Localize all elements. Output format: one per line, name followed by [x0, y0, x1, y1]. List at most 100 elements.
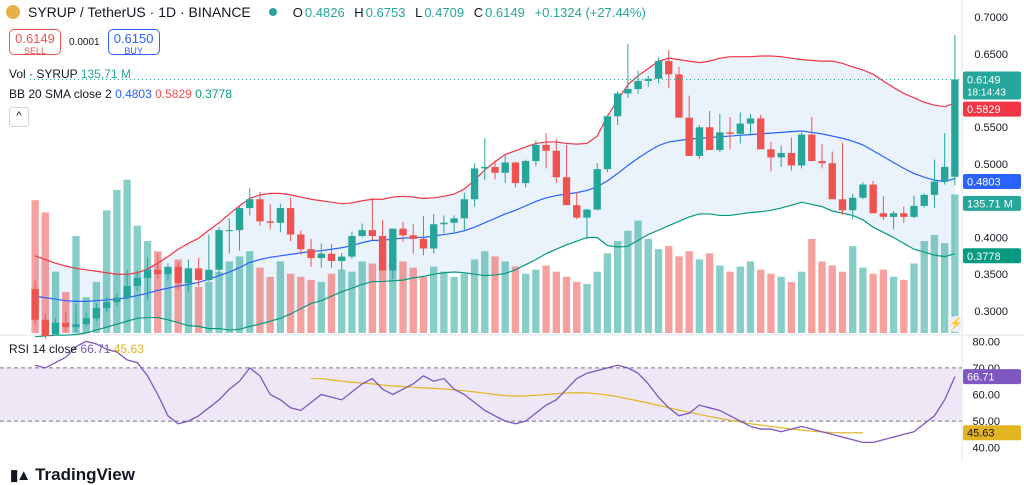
- volume-bar: [72, 235, 80, 333]
- volume-bar: [297, 276, 305, 333]
- volume-bar: [389, 256, 397, 333]
- candle-body: [849, 197, 857, 211]
- sell-price: 0.6149: [15, 31, 55, 46]
- candle-body: [910, 205, 918, 217]
- candle-body: [358, 230, 366, 237]
- candle-body: [327, 253, 336, 261]
- rsi-ma-value-tag-bg: [963, 425, 1021, 441]
- candle-body: [92, 308, 101, 319]
- volume-bar: [174, 259, 182, 333]
- candle-body: [389, 228, 397, 271]
- low-label: L: [415, 4, 423, 20]
- volume-bar: [184, 273, 193, 333]
- tradingview-logo: ▮▲ TradingView: [10, 465, 135, 485]
- volume-bar: [900, 279, 908, 333]
- candle-body: [164, 266, 172, 275]
- candle-body: [797, 134, 806, 166]
- candle-body: [215, 230, 223, 270]
- symbol-title[interactable]: SYRUP / TetherUS · 1D · BINANCE: [28, 4, 251, 20]
- candle-body: [470, 168, 479, 200]
- candle-body: [787, 152, 796, 166]
- candle-body: [154, 269, 162, 275]
- brand-name: TradingView: [35, 465, 135, 484]
- volume-bar: [338, 269, 346, 333]
- volume-bar: [695, 259, 704, 333]
- close-value: 0.6149: [485, 4, 525, 20]
- candle-body: [562, 177, 571, 206]
- bb-legend[interactable]: BB 20 SMA close 2 0.4803 0.5829 0.3778: [9, 87, 232, 101]
- bb-upper-tag-bg: [963, 101, 1021, 117]
- volume-bar: [481, 251, 489, 333]
- volume-bar: [930, 234, 939, 333]
- buy-label: BUY: [124, 46, 143, 56]
- candle-body: [777, 152, 785, 158]
- price-tick-label: 0.3500: [974, 269, 1008, 281]
- volume-bar: [716, 265, 724, 333]
- volume-bar: [225, 261, 233, 333]
- candle-body: [746, 118, 755, 124]
- candle-body: [297, 234, 305, 250]
- volume-tag: 135.71 M: [967, 198, 1013, 210]
- candle-body: [930, 181, 939, 195]
- volume-bar: [205, 281, 213, 333]
- rsi-ma-line: [311, 377, 863, 434]
- candle-body: [940, 166, 949, 182]
- volume-bar: [113, 189, 121, 333]
- candle-body: [889, 213, 898, 217]
- collapse-legend-button[interactable]: ^: [9, 107, 29, 127]
- close-label: C: [473, 4, 484, 20]
- rsi-legend-value: 66.71: [80, 342, 111, 356]
- volume-bar: [573, 281, 581, 333]
- candle-body: [644, 78, 652, 81]
- tradingview-mark-icon: ▮▲: [10, 467, 31, 484]
- candle-body: [102, 302, 111, 309]
- bb-lower-line: [35, 201, 956, 338]
- candle-body: [378, 236, 387, 271]
- candle-body: [460, 199, 469, 219]
- volume-bar: [368, 263, 377, 333]
- volume-legend-value: 135.71 M: [80, 67, 131, 81]
- candle-body: [256, 199, 264, 222]
- volume-bar: [154, 251, 162, 333]
- last-price-tag: 0.6149: [967, 75, 1001, 87]
- volume-bar: [317, 281, 325, 333]
- volume-bar: [123, 179, 131, 333]
- candle-body: [491, 166, 499, 173]
- bb-basis-value: 0.4803: [115, 87, 152, 101]
- volume-bar: [164, 271, 172, 333]
- candle-body: [225, 230, 233, 232]
- candle-body: [552, 150, 560, 178]
- volume-bar: [491, 256, 499, 333]
- rsi-tick-label: 50.00: [972, 416, 1000, 428]
- candle-body: [368, 230, 377, 237]
- candle-body: [51, 322, 60, 335]
- lightning-icon[interactable]: ⚡: [948, 316, 964, 332]
- candle-body: [348, 236, 356, 257]
- volume-bar: [726, 271, 734, 333]
- price-tick-label: 0.6500: [974, 49, 1008, 61]
- rsi-legend[interactable]: RSI 14 close 66.71 45.63: [9, 342, 144, 356]
- candle-body: [501, 162, 509, 173]
- rsi-value-tag: 66.71: [967, 372, 995, 384]
- candle-body: [736, 123, 744, 134]
- sell-button[interactable]: 0.6149 SELL: [9, 29, 61, 56]
- candle-body: [419, 238, 428, 249]
- candle-body: [757, 118, 765, 150]
- candle-body: [542, 144, 550, 151]
- volume-bar: [194, 287, 203, 333]
- candle-body: [726, 132, 734, 134]
- candle-body: [266, 221, 274, 223]
- candle-body: [716, 132, 724, 151]
- volume-legend[interactable]: Vol · SYRUP 135.71 M: [9, 67, 131, 81]
- candle-body: [41, 319, 50, 336]
- volume-bar: [818, 261, 826, 333]
- volume-bar: [501, 261, 509, 333]
- volume-bar: [787, 281, 796, 333]
- volume-bar: [757, 269, 765, 333]
- volume-bar: [378, 266, 387, 333]
- open-value: 0.4826: [304, 4, 345, 20]
- buy-button[interactable]: 0.6150 BUY: [107, 29, 160, 56]
- candle-body: [695, 127, 704, 156]
- volume-bar: [951, 194, 959, 333]
